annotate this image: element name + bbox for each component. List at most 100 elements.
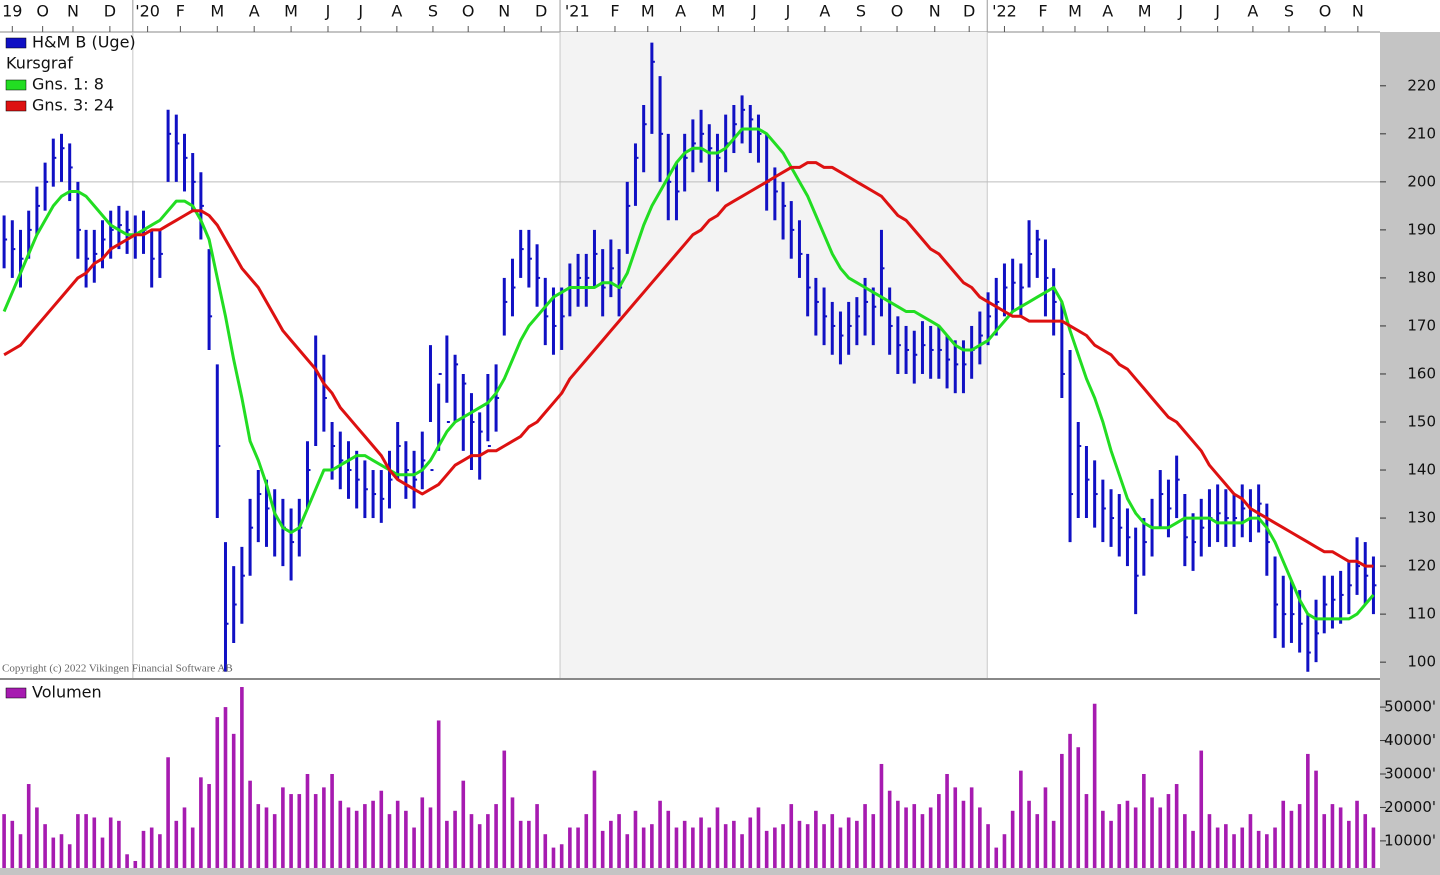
volume-bar	[1101, 810, 1105, 868]
volume-bar	[117, 820, 121, 868]
volume-bar	[1133, 807, 1138, 868]
volume-bar	[35, 807, 39, 868]
y-tick-label: 20000'	[1384, 798, 1436, 816]
volume-bar	[1043, 787, 1048, 868]
volume-bar	[551, 847, 556, 868]
moving-average-line	[3, 161, 1374, 568]
x-tick-label: '22	[992, 2, 1017, 21]
volume-bar	[814, 810, 818, 868]
volume-bar	[896, 800, 900, 868]
volume-bar	[1051, 820, 1056, 868]
volume-bar	[1158, 807, 1163, 868]
volume-bar	[871, 814, 876, 868]
x-tick-label: J	[751, 2, 757, 21]
volume-bar	[1174, 784, 1179, 868]
volume-bar	[863, 804, 867, 868]
volume-bar	[1322, 814, 1327, 868]
x-tick-label: F	[176, 2, 185, 21]
y-tick-label: 120	[1407, 557, 1436, 575]
volume-bar	[477, 824, 482, 868]
volume-bar	[641, 827, 646, 868]
volume-bar	[674, 827, 679, 868]
volume-bar	[428, 807, 433, 868]
volume-bar	[330, 773, 334, 868]
volume-bar	[248, 780, 252, 868]
volume-bar	[584, 814, 589, 868]
y-tick-label: 110	[1407, 605, 1436, 623]
volume-bar	[1076, 747, 1081, 868]
volume-bar	[469, 814, 474, 868]
volume-bar	[1256, 830, 1261, 868]
volume-bar	[1109, 820, 1113, 868]
volume-bar	[666, 810, 671, 868]
volume-bar	[436, 720, 441, 868]
volume-bar	[379, 790, 384, 868]
volume-bar	[92, 817, 97, 868]
x-tick-label: '21	[565, 2, 590, 21]
volume-bar	[887, 790, 892, 868]
volume-bar	[67, 844, 72, 868]
volume-bar	[43, 824, 47, 868]
legend-swatch	[5, 100, 27, 112]
volume-bar	[461, 780, 466, 868]
volume-bar	[420, 797, 425, 868]
volume-bar	[322, 787, 326, 868]
volume-bar	[855, 820, 859, 868]
volume-bar	[346, 807, 351, 868]
volume-bar	[1330, 804, 1335, 868]
volume-bar	[740, 834, 744, 868]
volume-bar	[650, 824, 654, 868]
volume-bar	[59, 834, 64, 868]
volume-bar	[830, 814, 835, 868]
volume-bar	[371, 800, 375, 868]
volume-bar	[748, 817, 753, 868]
volume-bar	[1232, 834, 1236, 868]
x-tick-label: S	[856, 2, 866, 21]
x-tick-label: A	[1102, 2, 1113, 21]
volume-bar	[1199, 750, 1204, 868]
x-tick-label: A	[249, 2, 260, 21]
volume-bar	[51, 837, 56, 868]
legend-swatch	[5, 687, 27, 699]
y-tick-label: 220	[1407, 76, 1436, 94]
volume-bar	[26, 784, 31, 868]
volume-bar	[223, 707, 228, 868]
volume-bar	[1191, 830, 1195, 868]
volume-bar	[822, 824, 826, 868]
volume-bar	[453, 810, 457, 868]
volume-bar	[502, 750, 507, 868]
volume-bar	[773, 827, 777, 868]
x-tick-label: N	[929, 2, 941, 21]
y-tick-label: 210	[1407, 124, 1436, 142]
volume-bar	[182, 807, 187, 868]
volume-bar	[363, 804, 367, 868]
volume-bar	[682, 820, 687, 868]
x-tick-label: O	[462, 2, 475, 21]
volume-bar	[305, 773, 310, 868]
x-tick-label: M	[711, 2, 725, 21]
volume-bar	[592, 770, 597, 868]
volume-bar	[149, 827, 154, 868]
x-tick-label: M	[284, 2, 298, 21]
volume-bar	[1027, 800, 1031, 868]
y-tick-label: 100	[1407, 653, 1436, 671]
x-tick-label: F	[1038, 2, 1047, 21]
volume-bar	[1224, 824, 1228, 868]
volume-bar	[1142, 773, 1146, 868]
x-tick-label: F	[610, 2, 619, 21]
volume-bar	[691, 827, 695, 868]
volume-bar	[272, 814, 277, 868]
right-axis-strip	[1380, 32, 1440, 875]
volume-bar	[781, 824, 785, 868]
bottom-strip	[0, 868, 1440, 875]
volume-bar	[994, 847, 999, 868]
volume-bar	[215, 717, 220, 868]
x-tick-label: S	[1284, 2, 1294, 21]
volume-bar	[846, 817, 851, 868]
volume-bar	[945, 773, 949, 868]
volume-bar	[953, 787, 958, 868]
volume-bar	[1347, 820, 1351, 868]
volume-bar	[633, 810, 638, 868]
volume-bar	[1068, 733, 1072, 868]
volume-bar	[1297, 804, 1302, 868]
